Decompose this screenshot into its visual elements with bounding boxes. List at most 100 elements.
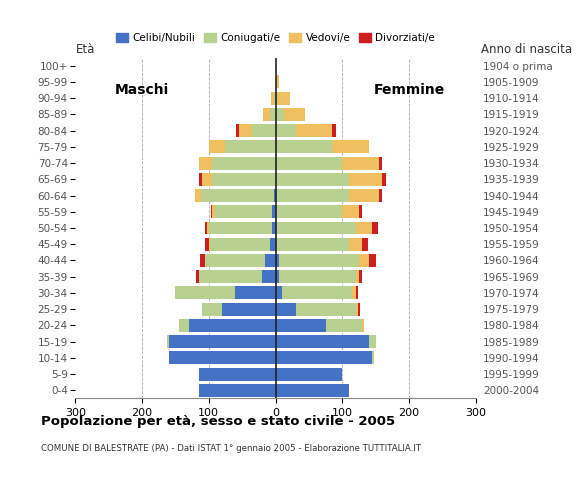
Bar bbox=[216, 205, 272, 218]
Bar bbox=[270, 108, 276, 121]
Bar bbox=[276, 173, 349, 186]
Bar bbox=[212, 173, 276, 186]
Bar bbox=[212, 156, 276, 169]
Bar bbox=[271, 92, 274, 105]
Bar bbox=[276, 335, 369, 348]
Bar bbox=[332, 140, 369, 153]
Text: COMUNE DI BALESTRATE (PA) - Dati ISTAT 1° gennaio 2005 - Elaborazione TUTTITALIA: COMUNE DI BALESTRATE (PA) - Dati ISTAT 1… bbox=[41, 444, 421, 453]
Bar bbox=[222, 303, 276, 316]
Bar bbox=[266, 254, 275, 267]
Bar bbox=[282, 287, 352, 300]
Bar bbox=[276, 238, 349, 251]
Bar bbox=[358, 303, 360, 316]
Bar bbox=[205, 254, 266, 267]
Bar bbox=[205, 238, 209, 251]
Bar bbox=[277, 92, 290, 105]
Bar bbox=[236, 124, 239, 137]
Bar bbox=[276, 287, 282, 300]
Bar bbox=[272, 205, 276, 218]
Bar bbox=[276, 254, 279, 267]
Bar bbox=[235, 287, 276, 300]
Bar bbox=[369, 254, 376, 267]
Legend: Celibi/Nubili, Coniugati/e, Vedovi/e, Divorziati/e: Celibi/Nubili, Coniugati/e, Vedovi/e, Di… bbox=[112, 29, 439, 47]
Text: Età: Età bbox=[75, 43, 95, 56]
Bar bbox=[176, 287, 235, 300]
Bar bbox=[202, 173, 212, 186]
Bar bbox=[362, 319, 364, 332]
Bar bbox=[205, 221, 208, 235]
Bar bbox=[276, 303, 295, 316]
Bar bbox=[379, 156, 382, 169]
Bar bbox=[179, 319, 189, 332]
Bar bbox=[276, 384, 349, 397]
Bar bbox=[168, 335, 169, 348]
Bar bbox=[169, 335, 276, 348]
Bar bbox=[239, 124, 252, 137]
Bar bbox=[196, 270, 199, 283]
Bar bbox=[356, 303, 358, 316]
Bar bbox=[202, 303, 222, 316]
Bar bbox=[212, 205, 216, 218]
Bar bbox=[195, 189, 201, 202]
Bar bbox=[276, 156, 342, 169]
Bar bbox=[276, 124, 295, 137]
Bar bbox=[211, 205, 212, 218]
Bar bbox=[276, 205, 342, 218]
Bar bbox=[209, 140, 226, 153]
Bar bbox=[276, 108, 284, 121]
Bar bbox=[349, 189, 379, 202]
Bar bbox=[359, 270, 362, 283]
Text: Popolazione per età, sesso e stato civile - 2005: Popolazione per età, sesso e stato civil… bbox=[41, 415, 395, 428]
Text: Maschi: Maschi bbox=[115, 83, 169, 97]
Bar bbox=[276, 92, 277, 105]
Bar bbox=[201, 189, 274, 202]
Bar bbox=[332, 124, 335, 137]
Bar bbox=[199, 384, 276, 397]
Bar bbox=[295, 303, 356, 316]
Bar bbox=[342, 205, 359, 218]
Bar bbox=[252, 124, 276, 137]
Bar bbox=[270, 238, 276, 251]
Bar bbox=[276, 368, 342, 381]
Bar bbox=[359, 205, 361, 218]
Bar bbox=[279, 270, 356, 283]
Bar bbox=[325, 319, 362, 332]
Bar bbox=[379, 189, 382, 202]
Bar bbox=[272, 221, 276, 235]
Bar bbox=[209, 238, 210, 251]
Bar bbox=[372, 221, 378, 235]
Bar bbox=[372, 351, 374, 364]
Bar bbox=[356, 221, 372, 235]
Bar bbox=[276, 189, 349, 202]
Bar bbox=[274, 92, 276, 105]
Bar bbox=[356, 270, 359, 283]
Text: Femmine: Femmine bbox=[374, 83, 444, 97]
Bar bbox=[208, 221, 209, 235]
Bar bbox=[276, 140, 332, 153]
Bar bbox=[284, 108, 305, 121]
Bar bbox=[276, 319, 325, 332]
Bar bbox=[210, 238, 270, 251]
Bar bbox=[262, 270, 276, 283]
Bar bbox=[349, 173, 382, 186]
Bar bbox=[276, 221, 356, 235]
Text: Anno di nascita: Anno di nascita bbox=[481, 43, 572, 56]
Bar bbox=[274, 189, 276, 202]
Bar bbox=[263, 108, 270, 121]
Bar bbox=[189, 319, 276, 332]
Bar bbox=[279, 254, 359, 267]
Bar bbox=[209, 221, 272, 235]
Bar bbox=[200, 173, 202, 186]
Bar bbox=[356, 287, 358, 300]
Bar bbox=[276, 270, 279, 283]
Bar bbox=[382, 173, 386, 186]
Bar bbox=[226, 140, 276, 153]
Bar bbox=[369, 335, 376, 348]
Bar bbox=[295, 124, 332, 137]
Bar bbox=[199, 368, 276, 381]
Bar bbox=[200, 254, 205, 267]
Bar bbox=[199, 270, 262, 283]
Bar bbox=[276, 75, 279, 88]
Bar bbox=[359, 254, 369, 267]
Bar bbox=[169, 351, 276, 364]
